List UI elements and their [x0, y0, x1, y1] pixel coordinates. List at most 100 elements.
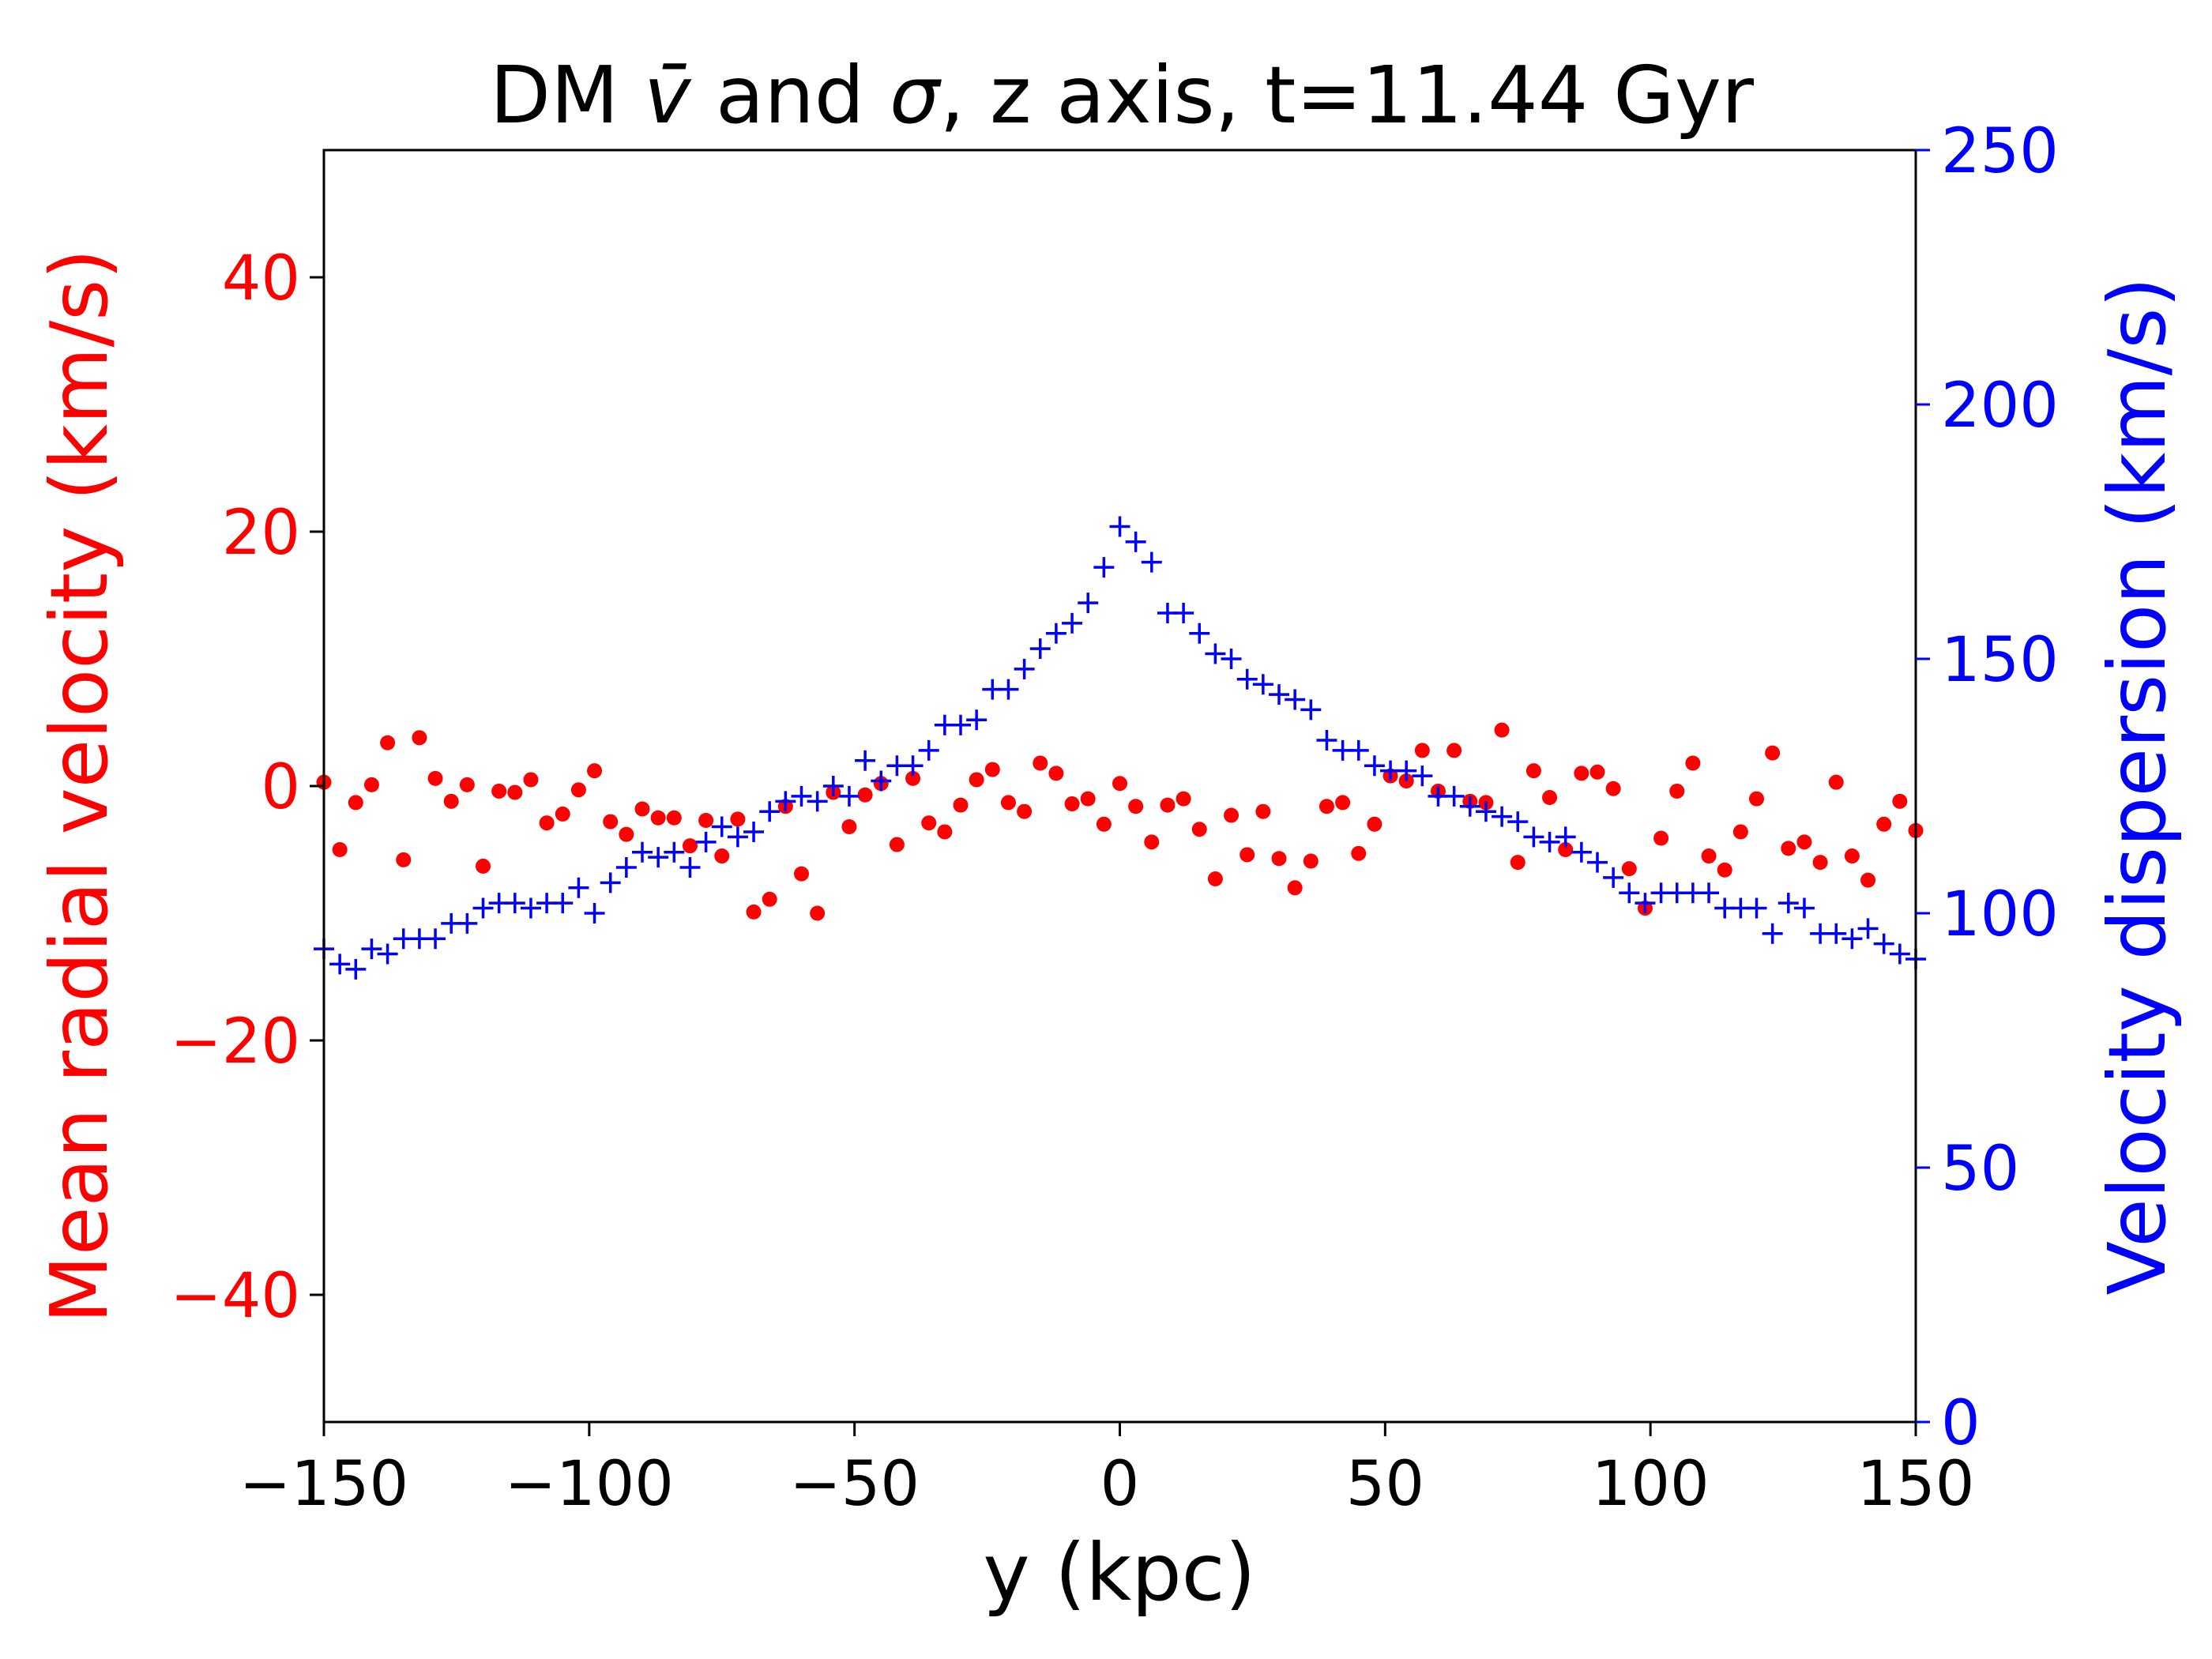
velocity-dispersion-point: [377, 943, 398, 965]
mean-velocity-point: [363, 777, 379, 792]
mean-velocity-point: [1605, 781, 1621, 796]
velocity-dispersion-point: [1141, 551, 1162, 573]
mean-velocity-point: [1574, 766, 1589, 781]
mean-velocity-point: [1653, 830, 1669, 846]
velocity-dispersion-point: [1619, 882, 1640, 904]
y-left-tick-label: −20: [170, 1006, 300, 1078]
mean-velocity-point: [476, 858, 491, 874]
velocity-dispersion-point: [966, 709, 988, 731]
velocity-dispersion-point: [1746, 897, 1767, 919]
mean-velocity-point: [1446, 743, 1462, 758]
mean-velocity-point: [619, 826, 634, 842]
mean-velocity-point: [570, 782, 586, 798]
velocity-dispersion-point: [1778, 893, 1799, 914]
mean-velocity-point: [1669, 783, 1685, 799]
velocity-dispersion-point: [361, 939, 382, 960]
mean-velocity-point: [1176, 791, 1191, 807]
velocity-dispersion-point: [1269, 684, 1289, 705]
velocity-dispersion-point: [1571, 841, 1592, 863]
velocity-dispersion-point: [1029, 638, 1051, 660]
velocity-dispersion-point: [1221, 649, 1242, 669]
mean-velocity-point: [459, 777, 475, 792]
mean-velocity-point: [730, 811, 746, 827]
velocity-dispersion-point: [791, 785, 812, 807]
mean-velocity-point: [1191, 822, 1207, 837]
mean-velocity-point: [1335, 795, 1351, 811]
velocity-dispersion-series: [314, 516, 1926, 980]
mean-velocity-point: [1128, 799, 1144, 814]
mean-velocity-point: [1494, 722, 1510, 738]
mean-velocity-point: [1414, 743, 1430, 758]
mean-velocity-point: [921, 815, 937, 831]
velocity-dispersion-point: [1316, 730, 1337, 751]
mean-velocity-point: [1017, 803, 1033, 819]
y-left-tick-label: −40: [170, 1261, 300, 1332]
y-right-tick-label: 0: [1941, 1388, 1981, 1459]
velocity-dispersion-point: [1173, 603, 1194, 624]
y-right-tick-label: 250: [1941, 116, 2059, 187]
velocity-dispersion-point: [520, 897, 541, 919]
velocity-dispersion-point: [1412, 766, 1433, 787]
chart-title: DM v̄ and σ, z axis, t=11.44 Gyr: [490, 49, 1755, 141]
velocity-dispersion-point: [1873, 933, 1894, 954]
mean-velocity-point: [1271, 851, 1287, 867]
velocity-dispersion-point: [950, 714, 971, 735]
y-axis-right: 0 50 100 150 200 250: [1916, 116, 2059, 1459]
velocity-dispersion-point: [1125, 531, 1146, 552]
mean-velocity-point: [427, 770, 443, 786]
mean-velocity-point: [1303, 853, 1319, 869]
mean-velocity-point: [1048, 766, 1064, 781]
x-tick-label: 100: [1592, 1449, 1710, 1520]
mean-velocity-point: [1876, 816, 1892, 832]
velocity-dispersion-point: [711, 816, 732, 837]
mean-velocity-point: [1717, 862, 1732, 878]
mean-velocity-point: [666, 810, 682, 826]
mean-velocity-point: [1319, 799, 1334, 814]
mean-velocity-point: [1621, 861, 1637, 877]
y-right-tick-label: 150: [1941, 625, 2059, 696]
mean-velocity-point: [507, 784, 523, 800]
x-axis: −150 −100 −50 0 50 100 150: [239, 1422, 1974, 1520]
mean-velocity-point: [1844, 848, 1860, 864]
mean-velocity-point: [1828, 774, 1844, 790]
velocity-dispersion-point: [775, 791, 796, 812]
velocity-dispersion-point: [1507, 811, 1529, 833]
mean-velocity-point: [1732, 824, 1748, 840]
mean-velocity-point: [1207, 871, 1223, 887]
y-axis-left: −40 −20 0 20 40: [170, 243, 324, 1332]
velocity-dispersion-point: [457, 912, 478, 934]
mean-velocity-point: [491, 783, 507, 799]
mean-velocity-point: [1033, 755, 1048, 771]
velocity-dispersion-point: [1443, 785, 1465, 807]
mean-velocity-point: [1367, 816, 1382, 832]
velocity-dispersion-point: [1062, 612, 1083, 634]
y-axis-right-label: Velocity dispersion (km/s): [2091, 277, 2184, 1296]
y-right-tick-label: 200: [1941, 371, 2059, 442]
velocity-dispersion-point: [918, 739, 939, 761]
velocity-dispersion-point: [695, 831, 717, 852]
mean-velocity-point: [746, 904, 762, 920]
mean-velocity-point: [1240, 847, 1255, 863]
velocity-dispersion-point: [1539, 831, 1560, 852]
mean-velocity-point: [1096, 816, 1112, 832]
velocity-dispersion-point: [1587, 852, 1608, 873]
mean-velocity-point: [1892, 793, 1908, 809]
velocity-dispersion-point: [1189, 623, 1210, 644]
velocity-dispersion-point: [1475, 801, 1496, 822]
mean-velocity-point: [1749, 791, 1764, 807]
mean-velocity-point: [1144, 834, 1160, 850]
mean-velocity-point: [810, 905, 826, 921]
velocity-dispersion-point: [1300, 699, 1322, 720]
mean-velocity-point: [1765, 745, 1781, 761]
velocity-dispersion-point: [584, 903, 605, 924]
velocity-dispersion-point: [425, 928, 446, 950]
mean-velocity-point: [905, 770, 921, 786]
velocity-dispersion-point: [664, 841, 685, 863]
velocity-dispersion-point: [1236, 668, 1258, 690]
mean-velocity-point: [555, 806, 570, 822]
mean-velocity-point: [1112, 776, 1127, 792]
velocity-dispersion-point: [600, 872, 621, 893]
velocity-dispersion-point: [1109, 516, 1130, 537]
mean-velocity-point: [1351, 845, 1367, 861]
